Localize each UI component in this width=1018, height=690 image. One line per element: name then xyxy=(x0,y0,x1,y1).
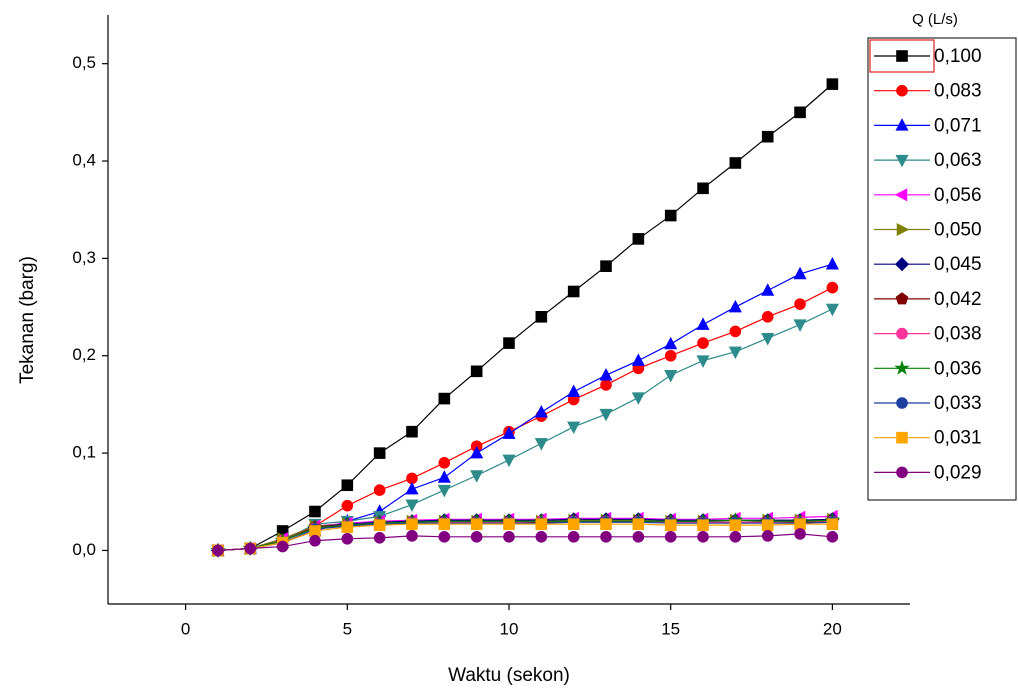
y-tick-label: 0,4 xyxy=(72,151,96,170)
marker xyxy=(504,531,515,542)
marker xyxy=(827,519,838,530)
marker xyxy=(762,520,773,531)
marker xyxy=(698,338,709,349)
marker xyxy=(309,525,320,536)
marker xyxy=(471,519,482,530)
marker xyxy=(633,519,644,530)
marker xyxy=(601,261,612,272)
marker xyxy=(277,541,288,552)
marker xyxy=(471,531,482,542)
marker xyxy=(897,328,908,339)
legend-label: 0,036 xyxy=(934,358,982,379)
x-tick-label: 10 xyxy=(500,619,519,638)
marker xyxy=(374,532,385,543)
legend-label: 0,042 xyxy=(934,289,982,310)
marker xyxy=(730,531,741,542)
legend-label: 0,050 xyxy=(934,220,982,241)
marker xyxy=(601,519,612,530)
marker xyxy=(665,531,676,542)
y-tick-label: 0,5 xyxy=(72,53,96,72)
marker xyxy=(827,79,838,90)
marker xyxy=(374,485,385,496)
y-tick-label: 0,2 xyxy=(72,345,96,364)
marker xyxy=(536,519,547,530)
marker xyxy=(897,85,908,96)
marker xyxy=(762,131,773,142)
marker xyxy=(601,531,612,542)
marker xyxy=(762,530,773,541)
marker xyxy=(730,520,741,531)
marker xyxy=(342,480,353,491)
marker xyxy=(897,432,908,443)
marker xyxy=(795,299,806,310)
x-tick-label: 0 xyxy=(181,619,190,638)
marker xyxy=(439,457,450,468)
marker xyxy=(897,398,908,409)
x-tick-label: 20 xyxy=(823,619,842,638)
legend-label: 0,031 xyxy=(934,428,982,449)
marker xyxy=(698,520,709,531)
legend-label: 0,038 xyxy=(934,324,982,345)
marker xyxy=(827,282,838,293)
y-tick-label: 0,1 xyxy=(72,443,96,462)
marker xyxy=(342,522,353,533)
marker xyxy=(504,338,515,349)
marker xyxy=(309,506,320,517)
legend-title: Q (L/s) xyxy=(912,11,958,28)
marker xyxy=(374,520,385,531)
marker xyxy=(536,311,547,322)
marker xyxy=(212,545,223,556)
marker xyxy=(309,535,320,546)
marker xyxy=(342,500,353,511)
marker xyxy=(795,519,806,530)
marker xyxy=(406,426,417,437)
y-axis-title: Tekanan (barg) xyxy=(17,256,38,384)
marker xyxy=(665,520,676,531)
marker xyxy=(568,519,579,530)
marker xyxy=(665,210,676,221)
marker xyxy=(406,530,417,541)
marker xyxy=(568,286,579,297)
marker xyxy=(897,51,908,62)
chart: Tekanan (barg) Waktu (sekon) Q (L/s) 0,0… xyxy=(0,0,1018,690)
legend-label: 0,029 xyxy=(934,462,982,483)
marker xyxy=(568,531,579,542)
marker xyxy=(536,531,547,542)
marker xyxy=(439,393,450,404)
marker xyxy=(897,467,908,478)
marker xyxy=(439,531,450,542)
marker xyxy=(374,448,385,459)
legend-label: 0,071 xyxy=(934,115,982,136)
marker xyxy=(795,528,806,539)
marker xyxy=(698,531,709,542)
marker xyxy=(342,533,353,544)
legend-label: 0,056 xyxy=(934,185,982,206)
marker xyxy=(827,531,838,542)
marker xyxy=(665,350,676,361)
marker xyxy=(730,326,741,337)
marker xyxy=(439,519,450,530)
marker xyxy=(698,183,709,194)
marker xyxy=(245,543,256,554)
y-tick-label: 0,3 xyxy=(72,248,96,267)
marker xyxy=(406,519,417,530)
marker xyxy=(762,311,773,322)
y-tick-label: 0,0 xyxy=(72,540,96,559)
x-axis-title: Waktu (sekon) xyxy=(448,665,570,686)
marker xyxy=(730,157,741,168)
x-tick-label: 5 xyxy=(343,619,352,638)
x-tick-label: 15 xyxy=(661,619,680,638)
marker xyxy=(795,107,806,118)
legend-label: 0,045 xyxy=(934,254,982,275)
legend-label: 0,100 xyxy=(934,46,982,67)
legend-label: 0,063 xyxy=(934,150,982,171)
marker xyxy=(601,379,612,390)
marker xyxy=(471,366,482,377)
marker xyxy=(633,233,644,244)
marker xyxy=(633,531,644,542)
legend-label: 0,033 xyxy=(934,393,982,414)
legend-label: 0,083 xyxy=(934,81,982,102)
marker xyxy=(504,519,515,530)
